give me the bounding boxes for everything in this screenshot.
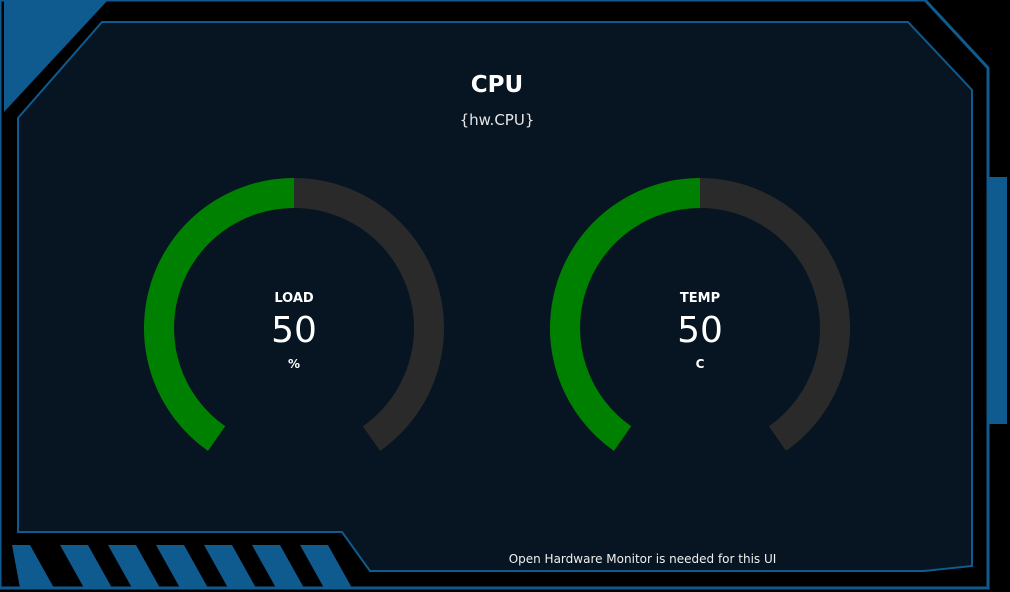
temp-value: 50: [677, 310, 723, 351]
panel-title: CPU: [470, 72, 524, 98]
stripe-bar: [12, 540, 372, 588]
temp-gauge: TEMP 50 C: [550, 178, 850, 478]
outer-border: [0, 0, 990, 590]
load-gauge-ring: [144, 178, 444, 451]
temp-unit: C: [695, 357, 705, 371]
inner-panel: [17, 21, 973, 572]
side-tab: [989, 177, 1007, 424]
corner-accent: [0, 0, 108, 112]
temp-gauge-ring: [550, 178, 850, 451]
load-unit: %: [287, 357, 301, 371]
load-gauge-fill: [144, 178, 295, 451]
footer-note: Open Hardware Monitor is needed for this…: [508, 552, 777, 566]
temp-gauge-fill: [550, 178, 701, 451]
panel-subtitle: {hw.CPU}: [459, 111, 535, 129]
load-gauge: LOAD 50 %: [144, 178, 444, 478]
temp-label: TEMP: [679, 291, 721, 306]
load-value: 50: [271, 310, 317, 351]
load-label: LOAD: [274, 291, 314, 306]
